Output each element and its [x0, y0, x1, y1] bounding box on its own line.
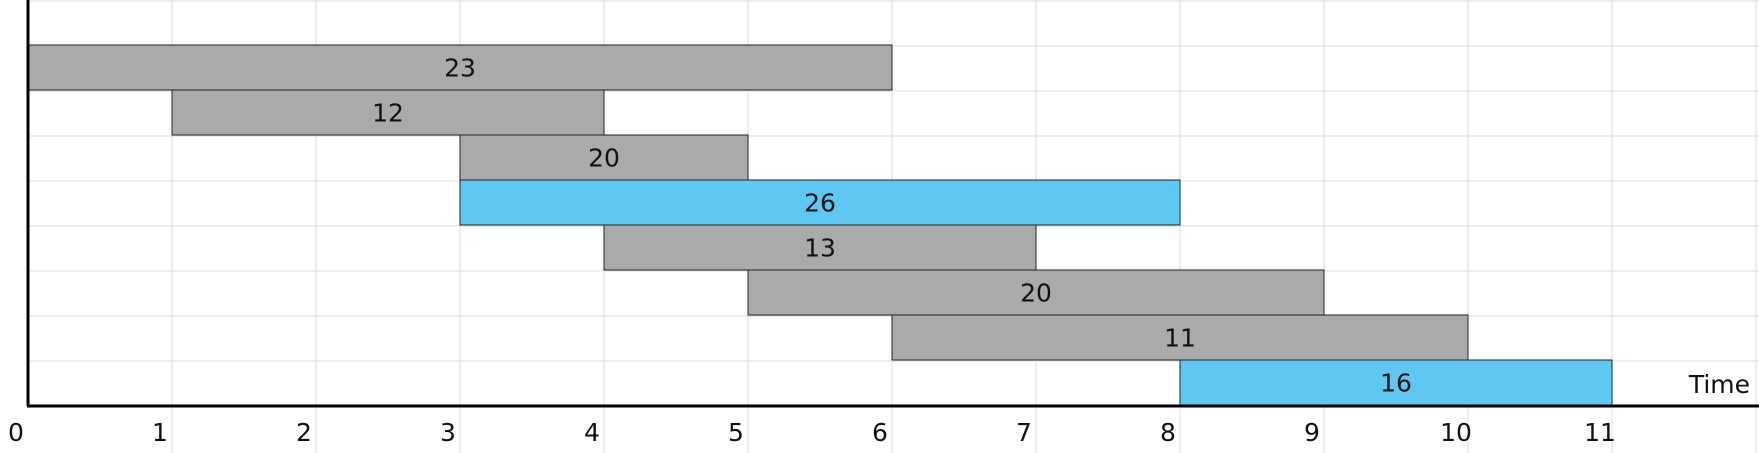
timeline-bar-6: 20 — [747, 269, 1325, 316]
timeline-bar-7: 11 — [891, 314, 1469, 361]
bar-rect — [1179, 359, 1613, 406]
x-tick-label: 11 — [1584, 418, 1616, 447]
x-axis-title: Time — [1688, 370, 1750, 399]
bar-rect — [603, 224, 1037, 271]
bar-label: 13 — [804, 234, 836, 263]
timeline-bar-1: 23 — [27, 44, 893, 91]
bar-rect — [459, 179, 1181, 226]
bar-label: 26 — [804, 189, 836, 218]
bar-label: 20 — [1020, 279, 1052, 308]
bar-label: 11 — [1164, 324, 1196, 353]
bar-label: 23 — [444, 54, 476, 83]
timeline-bar-8: 16 — [1179, 359, 1613, 406]
x-tick-label: 4 — [584, 418, 600, 447]
bar-label: 20 — [588, 144, 620, 173]
bar-rect — [171, 89, 605, 136]
axes — [26, 0, 1759, 408]
bar-label: 16 — [1380, 369, 1412, 398]
timeline-bar-4: 26 — [459, 179, 1181, 226]
x-tick-label: 9 — [1304, 418, 1320, 447]
x-tick-label: 7 — [1016, 418, 1032, 447]
bar-rect — [459, 134, 749, 181]
x-tick-label: 5 — [728, 418, 744, 447]
bar-rect — [27, 44, 893, 91]
x-tick-label: 1 — [152, 418, 168, 447]
bar-label: 12 — [372, 99, 404, 128]
x-tick-label: 8 — [1160, 418, 1176, 447]
x-tick-labels: 0 1 2 3 4 5 6 7 8 9 10 11 — [8, 418, 1616, 447]
bars: 23 12 20 26 13 20 11 16 — [27, 44, 1613, 406]
timeline-bar-5: 13 — [603, 224, 1037, 271]
x-tick-label: 0 — [8, 418, 24, 447]
x-tick-label: 6 — [872, 418, 888, 447]
x-tick-label: 2 — [296, 418, 312, 447]
x-tick-label: 10 — [1440, 418, 1472, 447]
timeline-bar-3: 20 — [459, 134, 749, 181]
bar-rect — [891, 314, 1469, 361]
x-tick-label: 3 — [440, 418, 456, 447]
timeline-bar-2: 12 — [171, 89, 605, 136]
